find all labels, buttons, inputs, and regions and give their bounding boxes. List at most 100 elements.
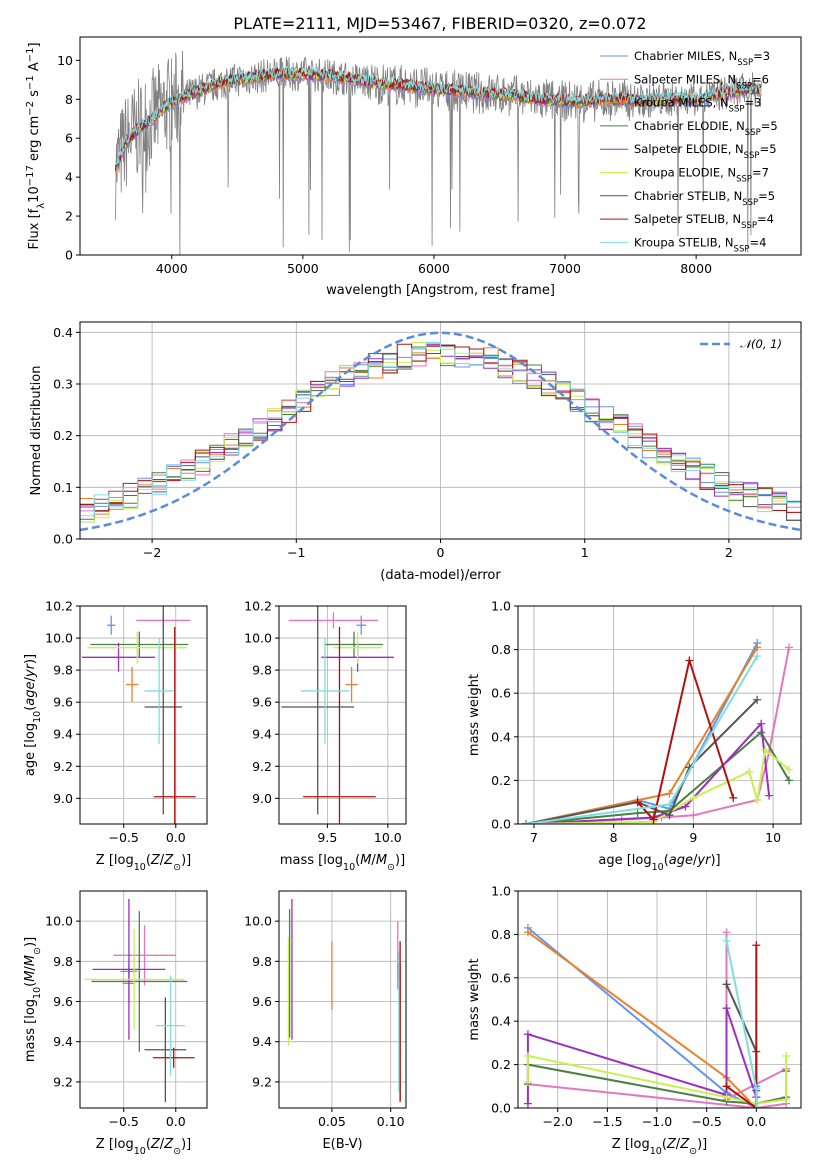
mass-vs-ebv-panel: 0.05 0.10 9.2 9.4 9.6 9.8 10.0 E(B-V): [244, 890, 407, 1152]
y-axis-label: mass weight: [467, 958, 482, 1040]
x-tick-label: 0.0: [746, 1114, 766, 1129]
y-tick-label: 2: [65, 209, 73, 224]
x-tick-label: 0: [437, 545, 445, 560]
y-tick-label: 1.0: [491, 599, 511, 614]
x-tick-label: −1.0: [642, 1114, 672, 1129]
weight-point-marker: [785, 643, 794, 652]
x-axis-label: Z [log10(Z/Z⊙)]: [96, 1137, 191, 1157]
spectrum-plot-area: [114, 50, 762, 255]
y-tick-label: 4: [65, 170, 73, 185]
y-tick-label: 1.0: [491, 884, 511, 899]
model-spectrum: [114, 66, 762, 170]
x-tick-label: 10.0: [374, 830, 402, 845]
y-tick-label: 9.6: [252, 994, 272, 1009]
x-tick-label: 0.05: [318, 1114, 346, 1129]
y-tick-label: 9.4: [53, 1034, 73, 1049]
plot-frame: [517, 605, 802, 825]
weight-series-line: [527, 931, 758, 1108]
weight-point-marker: [757, 719, 766, 728]
y-tick-label: 0.0: [491, 817, 511, 832]
weight-point-marker: [722, 980, 731, 989]
plot-frame: [79, 605, 208, 825]
weight-point-marker: [665, 789, 674, 798]
x-tick-label: 8000: [680, 261, 712, 276]
x-tick-label: −0.5: [109, 830, 139, 845]
y-tick-label: 10.0: [244, 631, 272, 646]
weight-point-marker: [523, 1030, 532, 1039]
y-tick-label: 9.4: [252, 727, 272, 742]
y-axis-label: mass weight: [467, 674, 482, 756]
y-tick-label: 9.8: [252, 954, 272, 969]
y-tick-label: 0.8: [491, 642, 511, 657]
weight-vs-age-plot-area: [521, 639, 794, 824]
residual-histogram: [80, 342, 801, 539]
weight-point-marker: [785, 765, 794, 774]
x-axis-label: E(B-V): [322, 1137, 362, 1152]
model-spectrum: [114, 66, 762, 166]
y-tick-label: 0.0: [53, 532, 73, 547]
y-tick-label: 9.8: [252, 663, 272, 678]
weight-point-marker: [745, 767, 754, 776]
y-tick-label: 0.4: [491, 729, 511, 744]
y-tick-label: 0.4: [53, 325, 73, 340]
y-axis-label: Flux [fλ10−17 erg cm−2 s−1 A−1]: [25, 42, 47, 249]
x-axis-label: age [log10(age/yr)]: [598, 853, 720, 873]
x-tick-label: 5000: [287, 261, 319, 276]
y-tick-label: 9.6: [53, 695, 73, 710]
weight-point-marker: [722, 1093, 731, 1102]
plot-frame: [278, 605, 407, 825]
y-tick-label: 9.2: [53, 759, 73, 774]
weight-point-marker: [722, 1082, 731, 1091]
x-tick-label: −1: [287, 545, 305, 560]
legend-entry: Salpeter ELODIE, NSSP=5: [634, 142, 777, 161]
weight-point-marker: [681, 802, 690, 811]
y-tick-label: 6: [65, 131, 73, 146]
y-tick-label: 10.0: [244, 914, 272, 929]
spectrum-panel: 4000 5000 6000 7000 8000 0 2 4 6 8 10 wavelength [A…: [25, 36, 802, 298]
weight-series-line: [636, 656, 735, 822]
mass-vs-ebv-plot-area: [287, 899, 401, 1102]
y-tick-label: 0.6: [491, 970, 511, 985]
y-tick-label: 0.4: [491, 1014, 511, 1029]
y-tick-label: 9.6: [252, 695, 272, 710]
weight-series-line: [526, 1054, 788, 1105]
y-tick-label: 10.0: [45, 914, 73, 929]
age-vs-mass-panel: 9.5 10.0 9.0 9.2 9.4 9.6 9.8 10.0 10.2 mass [log1…: [244, 599, 407, 873]
x-tick-label: 0.0: [166, 1114, 186, 1129]
plot-frame: [517, 890, 802, 1109]
age-vs-mass-plot-area: [281, 606, 394, 824]
legend-entry: Kroupa ELODIE, NSSP=7: [634, 166, 769, 185]
weight-vs-Z-plot-area: [523, 923, 791, 1108]
weight-point-marker: [665, 800, 674, 809]
legend-entry: Kroupa MILES, NSSP=3: [634, 96, 761, 115]
weight-point-marker: [722, 936, 731, 945]
y-tick-label: 0.0: [491, 1101, 511, 1116]
x-tick-label: 7000: [549, 261, 581, 276]
legend-entry: Kroupa STELIB, NSSP=4: [634, 235, 766, 254]
x-axis-label: wavelength [Angstrom, rest frame]: [326, 283, 555, 298]
y-tick-label: 0.2: [53, 428, 73, 443]
weight-point-marker: [523, 1099, 532, 1108]
x-tick-label: 8: [610, 830, 618, 845]
weight-series-line: [525, 646, 759, 824]
plot-frame: [79, 890, 208, 1109]
y-tick-label: 9.2: [252, 759, 272, 774]
y-tick-label: 9.2: [53, 1074, 73, 1089]
y-tick-label: 9.8: [53, 663, 73, 678]
y-tick-label: 0.2: [491, 1057, 511, 1072]
y-tick-label: 9.4: [252, 1034, 272, 1049]
x-tick-label: −2: [143, 545, 161, 560]
age-vs-Z-panel: −0.5 0.0 9.0 9.2 9.4 9.6 9.8 10.0 10.2 Z [log10(Z…: [23, 599, 208, 873]
weight-point-marker: [752, 1104, 761, 1108]
y-axis-label: Normed distribution: [29, 366, 44, 496]
plot-frame: [79, 36, 802, 256]
y-axis-label: mass [log10(M/M⊙)]: [23, 937, 43, 1062]
weight-point-marker: [689, 811, 698, 820]
y-tick-label: 9.8: [53, 954, 73, 969]
weight-point-marker: [633, 809, 642, 818]
x-tick-label: 10: [765, 830, 781, 845]
x-tick-label: −0.5: [691, 1114, 721, 1129]
weight-point-marker: [753, 796, 762, 805]
weight-point-marker: [633, 798, 642, 807]
